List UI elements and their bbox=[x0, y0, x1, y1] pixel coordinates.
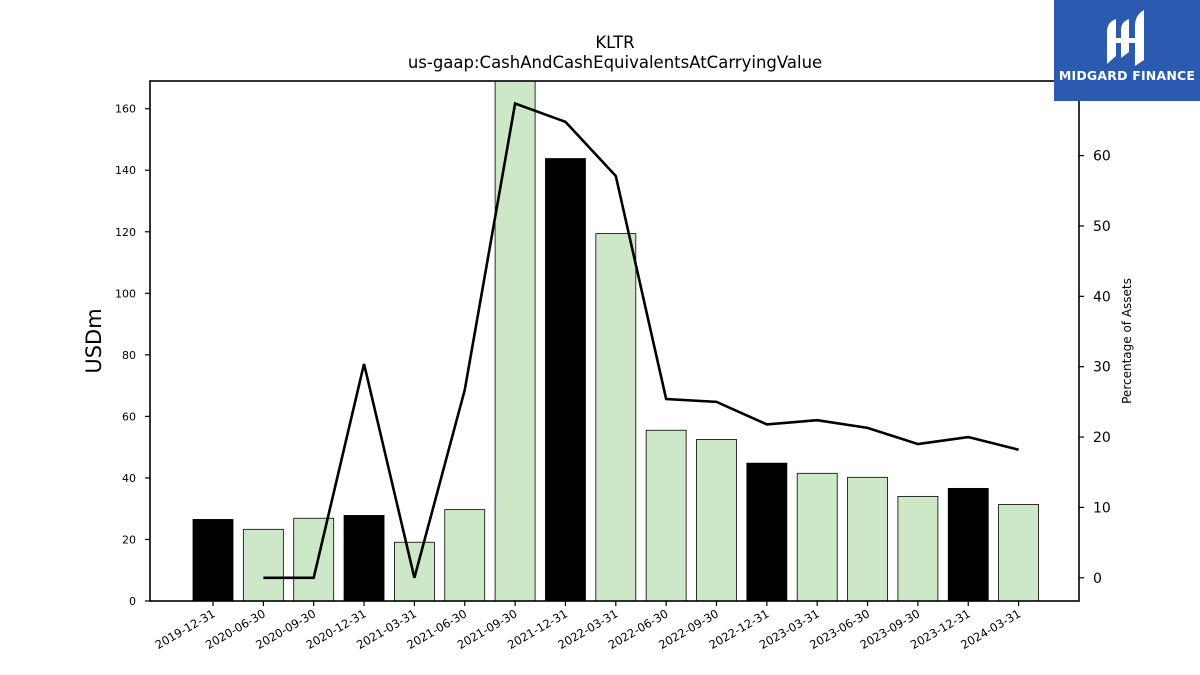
brand-name: MIDGARD FINANCE bbox=[1058, 68, 1196, 83]
bar bbox=[897, 495, 939, 602]
midgard-logo-icon bbox=[1107, 10, 1144, 66]
y-tick-label: 120 bbox=[115, 226, 136, 239]
bar bbox=[645, 429, 687, 602]
percentage-line bbox=[263, 101, 1019, 580]
y-axis-label: USDm bbox=[82, 308, 106, 373]
bar bbox=[494, 80, 536, 602]
y-tick-label: 160 bbox=[115, 103, 136, 116]
y2-tick-label: 60 bbox=[1093, 149, 1111, 165]
y2-tick-label: 30 bbox=[1093, 360, 1111, 376]
bar-series bbox=[192, 80, 1039, 602]
bar bbox=[545, 158, 586, 602]
y2-axis-label: Percentage of Assets bbox=[1120, 278, 1134, 404]
line-series bbox=[263, 101, 1019, 580]
bar bbox=[998, 503, 1039, 602]
y-axis-left: 0 20 40 60 80 100 120 140 160 bbox=[115, 103, 150, 608]
bar bbox=[393, 541, 435, 602]
chart-subtitle: us-gaap:CashAndCashEquivalentsAtCarrying… bbox=[408, 53, 822, 72]
y2-tick-label: 40 bbox=[1093, 289, 1111, 305]
chart-title: KLTR bbox=[595, 33, 634, 52]
plot-frame bbox=[149, 80, 1080, 602]
y-tick-label: 40 bbox=[122, 472, 136, 485]
bar bbox=[796, 472, 838, 602]
bar bbox=[293, 517, 335, 602]
bar bbox=[947, 487, 989, 602]
bar bbox=[444, 509, 486, 602]
bar bbox=[746, 462, 788, 602]
y-axis-right: 0 10 20 30 40 50 60 bbox=[1079, 149, 1111, 587]
bar bbox=[242, 528, 284, 602]
bar bbox=[696, 439, 737, 602]
y-tick-label: 20 bbox=[122, 533, 136, 546]
y2-tick-label: 20 bbox=[1093, 430, 1111, 446]
y-tick-label: 80 bbox=[122, 349, 136, 362]
bar bbox=[595, 233, 637, 602]
y-tick-label: 0 bbox=[129, 595, 136, 608]
bar bbox=[847, 476, 888, 602]
x-axis: 2019-12-312020-06-302020-09-302020-12-31… bbox=[153, 601, 1023, 652]
y-tick-label: 60 bbox=[122, 410, 136, 423]
y-tick-label: 140 bbox=[115, 164, 136, 177]
brand-logo: MIDGARD FINANCE bbox=[1054, 0, 1200, 101]
bar bbox=[192, 519, 234, 602]
y-tick-label: 100 bbox=[115, 287, 136, 300]
y2-tick-label: 0 bbox=[1093, 571, 1102, 587]
bar bbox=[343, 515, 385, 602]
y2-tick-label: 10 bbox=[1093, 500, 1111, 516]
y2-tick-label: 50 bbox=[1093, 219, 1111, 235]
